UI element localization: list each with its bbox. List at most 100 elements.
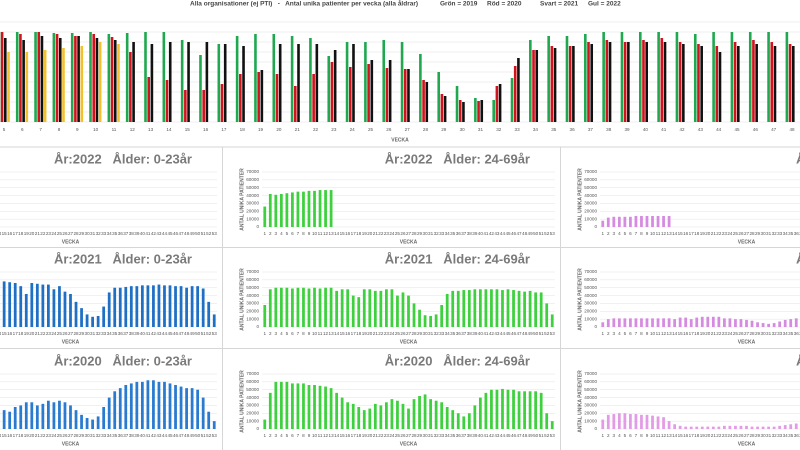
chart-title: Alla organisationer (ej PTI) - Antal uni…	[190, 0, 418, 8]
bar	[52, 402, 56, 429]
x-tick-label: 46	[511, 433, 517, 438]
bar	[651, 318, 654, 327]
x-tick-label: 36	[794, 331, 800, 336]
bar	[478, 397, 482, 429]
x-tick-label: 8	[302, 231, 305, 236]
bar	[329, 287, 333, 327]
y-tick-label: 30000	[584, 201, 597, 206]
x-tick-label: 10	[650, 433, 656, 438]
x-tick-label: 53	[550, 231, 556, 236]
bar	[24, 294, 28, 327]
x-tick-label: 37	[461, 231, 467, 236]
bar	[8, 411, 12, 429]
bar	[302, 287, 305, 327]
bar	[434, 400, 438, 429]
bar	[517, 290, 521, 327]
bar	[412, 303, 416, 327]
x-tick-label: 45	[167, 433, 173, 438]
bar	[15, 32, 19, 122]
x-tick-label: 36	[456, 231, 462, 236]
bar	[96, 316, 100, 327]
bar	[335, 290, 339, 327]
bar	[492, 100, 495, 122]
x-tick-label: 9	[76, 127, 79, 132]
bar	[629, 414, 632, 429]
x-tick-label: 32	[772, 331, 778, 336]
bar	[373, 290, 377, 327]
x-tick-label: 26	[738, 231, 744, 236]
bar	[254, 34, 257, 122]
x-tick-label: 32	[434, 433, 440, 438]
x-tick-label: 29	[417, 231, 423, 236]
bar	[129, 52, 132, 122]
x-tick-label: 18	[240, 127, 246, 132]
x-tick-label: 2	[607, 231, 610, 236]
bar	[278, 44, 282, 122]
y-tick-label: 60000	[246, 379, 259, 384]
bar	[74, 301, 78, 327]
x-tick-label: 33	[777, 231, 783, 236]
x-tick-label: 20	[276, 127, 282, 132]
x-tick-label: 30	[85, 433, 91, 438]
x-tick-label: 19	[700, 433, 706, 438]
x-tick-label: 47	[517, 231, 523, 236]
x-tick-label: 53	[212, 331, 218, 336]
x-tick-label: 27	[406, 331, 412, 336]
bar	[157, 284, 161, 327]
x-tick-label: 50	[533, 433, 539, 438]
x-tick-label: 41	[483, 433, 489, 438]
x-tick-label: 7	[297, 331, 300, 336]
x-tick-label: 5	[286, 331, 289, 336]
bar	[2, 410, 6, 429]
bar	[174, 286, 177, 327]
y-tick-label: 30000	[584, 301, 597, 306]
x-tick-label: 47	[179, 231, 185, 236]
x-tick-label: 50	[533, 331, 539, 336]
bar	[296, 191, 300, 227]
bar	[152, 380, 155, 429]
x-tick-label: 35	[112, 231, 118, 236]
y-tick-label: 0	[594, 426, 597, 431]
x-tick-label: 27	[405, 127, 411, 132]
bar	[35, 405, 39, 429]
x-tick-label: 21	[373, 231, 379, 236]
bar	[212, 314, 216, 327]
bar	[640, 216, 643, 227]
x-tick-label: 13	[329, 331, 335, 336]
bar	[612, 414, 616, 429]
x-tick-label: 14	[334, 331, 340, 336]
x-tick-label: 16	[683, 231, 689, 236]
bar	[638, 32, 642, 122]
x-tick-label: 24	[51, 231, 57, 236]
bar	[462, 290, 466, 327]
bar	[788, 44, 792, 122]
x-tick-label: 43	[494, 331, 500, 336]
x-tick-label: 31	[766, 231, 772, 236]
bar	[748, 32, 752, 122]
bar	[168, 285, 172, 327]
x-tick-label: 6	[629, 231, 632, 236]
bar	[329, 388, 333, 429]
bar	[565, 36, 569, 122]
bar	[113, 40, 117, 122]
bar	[495, 86, 499, 122]
x-tick-label: 23	[384, 231, 390, 236]
bar	[168, 383, 172, 429]
x-tick-label: 26	[386, 127, 392, 132]
bar	[357, 297, 361, 327]
x-tick-label: 48	[184, 231, 190, 236]
bar	[745, 425, 748, 429]
x-tick-label: 30	[761, 331, 767, 336]
bar	[385, 68, 389, 122]
x-tick-label: 42	[151, 433, 157, 438]
bar	[778, 321, 782, 327]
panel-title: År	[796, 251, 800, 266]
bar	[190, 286, 194, 327]
bar	[235, 36, 239, 122]
bar	[700, 426, 704, 429]
x-tick-label: 12	[323, 231, 329, 236]
bar	[590, 44, 594, 122]
x-tick-label: 36	[118, 231, 124, 236]
x-tick-label: 30	[460, 127, 466, 132]
x-tick-label: 20	[705, 433, 711, 438]
